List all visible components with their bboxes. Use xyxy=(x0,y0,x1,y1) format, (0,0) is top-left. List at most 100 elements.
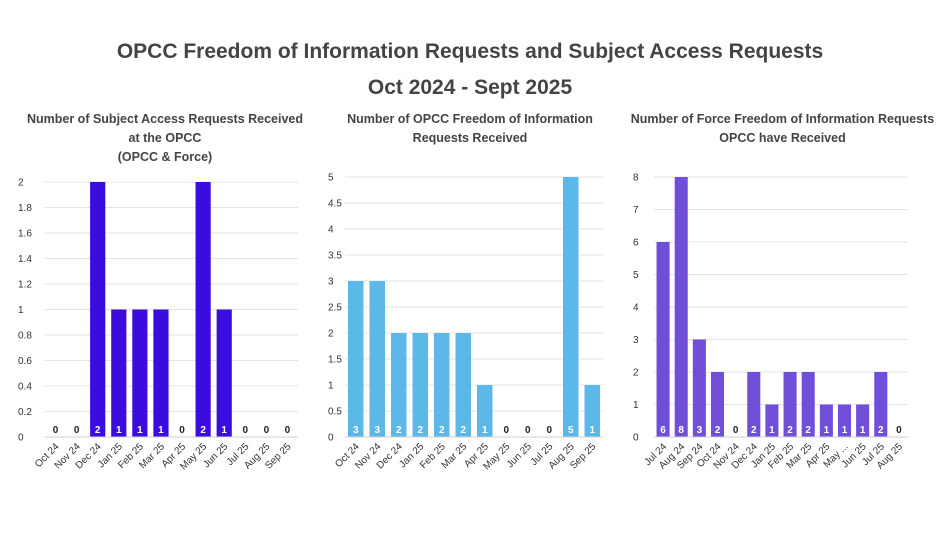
opcc-foi-bar xyxy=(434,333,450,437)
opcc-foi-data-label: 2 xyxy=(439,425,445,436)
sar-bar xyxy=(111,309,127,437)
main-title-line1: OPCC Freedom of Information Requests and… xyxy=(116,40,824,63)
sar-chart-title-line3: (OPCC & Force) xyxy=(117,150,213,164)
sar-chart-title-line1: Number of Subject Access Requests Receiv… xyxy=(26,112,304,126)
sar-y-tick-label: 0.6 xyxy=(18,356,32,367)
force-foi-y-tick-label: 7 xyxy=(633,205,639,216)
sar-data-label: 1 xyxy=(158,425,164,436)
force-foi-data-label: 1 xyxy=(860,425,866,436)
force-foi-bar xyxy=(674,177,688,437)
sar-chart-title-line2: at the OPCC xyxy=(128,131,202,145)
force-foi-bar xyxy=(874,372,888,437)
sar-y-tick-label: 0.8 xyxy=(18,331,32,342)
force-foi-data-label: 8 xyxy=(678,425,684,436)
opcc-foi-y-tick-label: 0.5 xyxy=(328,407,342,418)
force-foi-bar xyxy=(837,404,852,437)
opcc-foi-y-tick-label: 3 xyxy=(328,277,334,288)
opcc-foi-chart-title: Number of OPCC Freedom of Information Re… xyxy=(325,110,615,148)
opcc-foi-y-tick-label: 4 xyxy=(328,225,334,236)
force-foi-data-label: 2 xyxy=(715,425,721,436)
opcc-foi-y-tick-label: 1 xyxy=(328,381,334,392)
opcc-foi-bar xyxy=(455,333,471,437)
force-foi-data-label: 2 xyxy=(751,425,757,436)
sar-y-tick-label: 1 xyxy=(18,305,24,316)
sar-data-label: 1 xyxy=(137,425,143,436)
force-foi-bar xyxy=(656,242,670,437)
sar-data-label: 2 xyxy=(200,425,206,436)
sar-data-label: 1 xyxy=(116,425,122,436)
force-foi-bar xyxy=(819,404,833,437)
force-foi-bar xyxy=(747,372,761,437)
opcc-foi-bar xyxy=(412,333,428,437)
sar-y-tick-label: 2 xyxy=(18,178,24,189)
opcc-foi-data-label: 0 xyxy=(525,425,531,436)
sar-y-tick-label: 1.4 xyxy=(18,254,32,265)
sar-data-label: 0 xyxy=(264,425,270,436)
sar-bar xyxy=(153,309,169,437)
sar-bar xyxy=(132,309,148,437)
sar-bar xyxy=(90,182,106,437)
opcc-foi-bar xyxy=(348,281,364,437)
opcc-foi-y-tick-label: 2.5 xyxy=(328,303,342,314)
opcc-foi-data-label: 3 xyxy=(374,425,380,436)
force-foi-y-tick-label: 8 xyxy=(633,173,639,184)
sar-chart: Number of Subject Access Requests Receiv… xyxy=(15,110,315,530)
main-title-line2: Oct 2024 - Sept 2025 xyxy=(367,76,573,99)
force-foi-data-label: 0 xyxy=(733,425,739,436)
opcc-foi-data-label: 3 xyxy=(353,425,359,436)
force-foi-data-label: 1 xyxy=(842,425,848,436)
opcc-foi-chart-title-line1: Number of OPCC Freedom of Information xyxy=(347,112,593,126)
sar-chart-title: Number of Subject Access Requests Receiv… xyxy=(15,110,315,167)
force-foi-y-tick-label: 0 xyxy=(633,433,639,444)
force-foi-bar xyxy=(692,339,706,437)
sar-data-label: 0 xyxy=(179,425,185,436)
opcc-foi-data-label: 1 xyxy=(589,425,595,436)
sar-y-tick-label: 1.6 xyxy=(18,229,32,240)
sar-y-tick-label: 1.2 xyxy=(18,280,32,291)
sar-x-tick-label: Jun 25 xyxy=(201,441,230,470)
sar-bar xyxy=(216,309,232,437)
opcc-foi-bar xyxy=(369,281,385,437)
opcc-foi-y-tick-label: 4.5 xyxy=(328,199,342,210)
opcc-foi-bar xyxy=(391,333,407,437)
force-foi-data-label: 2 xyxy=(805,425,811,436)
opcc-foi-y-tick-label: 5 xyxy=(328,173,334,184)
force-foi-bar xyxy=(801,372,815,437)
sar-y-tick-label: 0.4 xyxy=(18,382,32,393)
opcc-foi-data-label: 5 xyxy=(568,425,574,436)
force-foi-data-label: 0 xyxy=(896,425,902,436)
opcc-foi-data-label: 0 xyxy=(546,425,552,436)
opcc-foi-y-tick-label: 0 xyxy=(328,433,334,444)
opcc-foi-data-label: 1 xyxy=(482,425,488,436)
opcc-foi-y-tick-label: 2 xyxy=(328,329,334,340)
force-foi-y-tick-label: 1 xyxy=(633,400,639,411)
force-foi-y-tick-label: 3 xyxy=(633,335,639,346)
force-foi-y-tick-label: 2 xyxy=(633,368,639,379)
opcc-foi-bar xyxy=(584,385,600,437)
force-foi-data-label: 6 xyxy=(660,425,666,436)
force-foi-data-label: 1 xyxy=(824,425,830,436)
force-foi-data-label: 2 xyxy=(878,425,884,436)
opcc-foi-y-tick-label: 1.5 xyxy=(328,355,342,366)
force-foi-data-label: 1 xyxy=(769,425,775,436)
opcc-foi-bar xyxy=(477,385,493,437)
sar-data-label: 0 xyxy=(285,425,291,436)
force-foi-bar xyxy=(765,404,779,437)
force-foi-y-tick-label: 4 xyxy=(633,303,639,314)
force-foi-chart-title-line1: Number of Force Freedom of Information R… xyxy=(630,112,935,126)
sar-y-tick-label: 1.8 xyxy=(18,203,32,214)
sar-data-label: 2 xyxy=(95,425,101,436)
force-foi-y-tick-label: 6 xyxy=(633,238,639,249)
sar-data-label: 0 xyxy=(243,425,249,436)
force-foi-y-tick-label: 5 xyxy=(633,270,639,281)
force-foi-bar xyxy=(783,372,797,437)
force-foi-data-label: 2 xyxy=(787,425,793,436)
sar-y-tick-label: 0 xyxy=(18,433,24,444)
opcc-foi-x-tick-label: Jun 25 xyxy=(505,441,534,470)
force-foi-chart-title-line2: OPCC have Received xyxy=(719,131,846,145)
opcc-foi-data-label: 2 xyxy=(417,425,423,436)
sar-data-label: 0 xyxy=(74,425,80,436)
opcc-foi-chart: Number of OPCC Freedom of Information Re… xyxy=(325,110,615,530)
